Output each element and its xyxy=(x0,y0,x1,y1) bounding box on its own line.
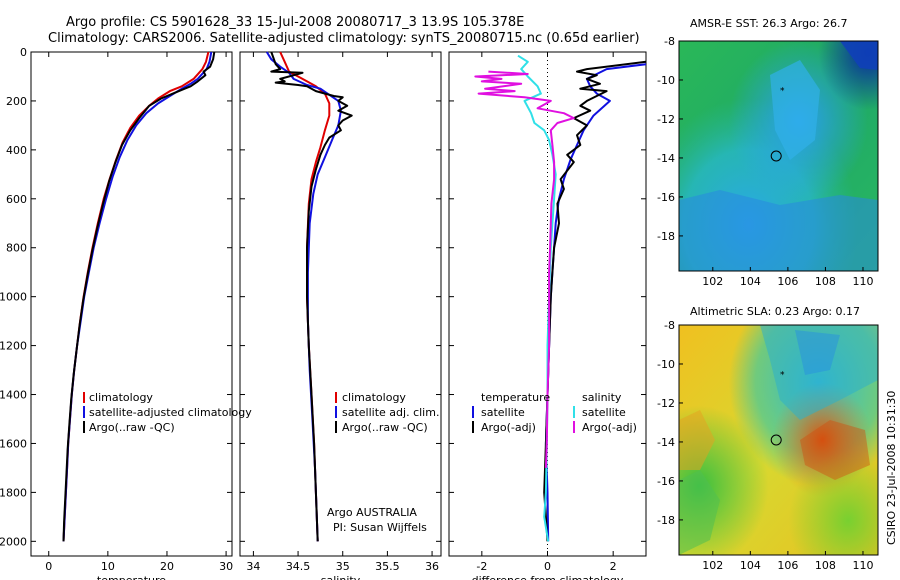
figure-title: Argo profile: CS 5901628_33 15-Jul-2008 … xyxy=(66,15,524,30)
difference-xtick-label: -2 xyxy=(476,560,487,573)
legend-label-climatology: climatology xyxy=(342,391,406,404)
depth-tick-label: 400 xyxy=(6,144,27,157)
sla-field xyxy=(679,325,878,555)
sst-xtick-label: 108 xyxy=(815,275,836,288)
sla-xtick-label: 102 xyxy=(702,559,723,572)
depth-tick-label: 800 xyxy=(6,242,27,255)
sla-map-title: Altimetric SLA: 0.23 Argo: 0.17 xyxy=(690,305,860,318)
legend-label-sal-argo: Argo(-adj) xyxy=(582,421,637,434)
sst-map-panel: AMSR-E SST: 26.3 Argo: 26.7 102 104 106 108… xyxy=(657,17,879,288)
temperature-xaxis-label: temperature xyxy=(97,574,166,580)
sla-map-panel: Altimetric SLA: 0.23 Argo: 0.17 102 104 10… xyxy=(657,305,879,572)
csiro-timestamp: CSIRO 23-Jul-2008 10:31:30 xyxy=(885,391,898,545)
legend-label-argo: Argo(..raw -QC) xyxy=(89,421,175,434)
sla-xtick-label: 108 xyxy=(815,559,836,572)
sst-ytick-label: -18 xyxy=(657,230,675,243)
temperature-xtick-label: 0 xyxy=(45,560,52,573)
sla-xtick-label: 110 xyxy=(852,559,873,572)
difference-legend: temperature satellite Argo(-adj) salinit… xyxy=(472,391,637,434)
salinity-plot-frame xyxy=(239,51,442,557)
temperature-profile-panel: 0 10 20 30 temperature 0 200 400 600 800 1000 1200 1… xyxy=(0,46,233,580)
salinity-xtick-label: 35.5 xyxy=(375,560,400,573)
sla-ytick-label: -12 xyxy=(657,397,675,410)
figure-subtitle: Climatology: CARS2006. Satellite-adjuste… xyxy=(48,31,640,46)
sst-map-frame xyxy=(678,40,879,272)
salinity-xtick-label: 36 xyxy=(425,560,439,573)
salinity-profile-panel: 34 34.5 35 35.5 36 salinity xyxy=(239,51,442,580)
sst-ytick-label: -14 xyxy=(657,152,675,165)
salinity-xtick-label: 34 xyxy=(246,560,260,573)
sst-xtick-label: 102 xyxy=(702,275,723,288)
legend-label-argo: Argo(..raw -QC) xyxy=(342,421,428,434)
difference-xtick-label: 2 xyxy=(610,560,617,573)
depth-tick-label: 1600 xyxy=(0,437,27,450)
legend-label-satellite: satellite adj. clim. xyxy=(342,406,439,419)
legend-label-temp-satellite: satellite xyxy=(481,406,525,419)
legend-label-climatology: climatology xyxy=(89,391,153,404)
argo-group-credit: Argo AUSTRALIA xyxy=(327,506,417,519)
sst-map-title: AMSR-E SST: 26.3 Argo: 26.7 xyxy=(690,17,848,30)
sla-xtick-label: 106 xyxy=(777,559,798,572)
sla-ytick-label: -14 xyxy=(657,436,675,449)
sst-track-marker: * xyxy=(780,87,785,97)
sst-field xyxy=(679,41,878,271)
sst-ytick-label: -10 xyxy=(657,74,675,87)
difference-series-temperature-argo xyxy=(543,60,647,542)
sst-xtick-label: 106 xyxy=(777,275,798,288)
sst-xtick-label: 110 xyxy=(852,275,873,288)
difference-xaxis-label: difference from climatology xyxy=(472,574,624,580)
depth-tick-label: 1200 xyxy=(0,340,27,353)
temperature-series-satellite xyxy=(62,51,213,542)
legend-heading-temperature: temperature xyxy=(481,391,550,404)
salinity-xtick-label: 34.5 xyxy=(286,560,311,573)
depth-tick-label: 1400 xyxy=(0,389,27,402)
sla-ytick-label: -10 xyxy=(657,358,675,371)
sla-ytick-label: -16 xyxy=(657,475,675,488)
depth-tick-label: 600 xyxy=(6,193,27,206)
sla-track-marker: * xyxy=(780,371,785,381)
legend-label-temp-argo: Argo(-adj) xyxy=(481,421,536,434)
temperature-series-argo xyxy=(62,51,216,542)
sst-map-axes: 102 104 106 108 110 -8 -10 -12 -14 -16 -18 * xyxy=(657,35,873,288)
sst-ytick-label: -12 xyxy=(657,113,675,126)
sla-ytick-label: -18 xyxy=(657,514,675,527)
difference-profile-panel: -2 0 2difference from climatology xyxy=(448,51,647,580)
sla-map-frame xyxy=(678,324,879,556)
difference-series-temperature-satellite xyxy=(544,63,647,542)
depth-tick-label: 2000 xyxy=(0,535,27,548)
temperature-plot-frame xyxy=(30,51,233,557)
salinity-series-satellite xyxy=(265,51,342,542)
difference-series-salinity-argo xyxy=(474,70,575,468)
sst-ytick-label: -8 xyxy=(664,35,675,48)
sst-float-position-marker xyxy=(770,150,782,162)
sla-ytick-label: -8 xyxy=(664,319,675,332)
legend-heading-salinity: salinity xyxy=(582,391,622,404)
sla-float-position-marker xyxy=(770,434,782,446)
depth-tick-label: 1800 xyxy=(0,486,27,499)
sla-map-axes: 102 104 106 108 110 -8 -10 -12 -14 -16 -18 * xyxy=(657,319,873,572)
depth-tick-label: 200 xyxy=(6,95,27,108)
depth-tick-label: 1000 xyxy=(0,291,27,304)
temperature-legend: climatology satellite-adjusted climatolo… xyxy=(83,391,252,434)
salinity-series-argo xyxy=(270,51,353,542)
salinity-xtick-label: 35 xyxy=(336,560,350,573)
legend-label-sal-satellite: satellite xyxy=(582,406,626,419)
sla-xtick-label: 104 xyxy=(740,559,761,572)
depth-tick-label: 0 xyxy=(20,46,27,59)
legend-label-satellite: satellite-adjusted climatology xyxy=(89,406,252,419)
temperature-xtick-label: 30 xyxy=(219,560,233,573)
temperature-xtick-label: 20 xyxy=(160,560,174,573)
salinity-xaxis-label: salinity xyxy=(321,574,361,580)
salinity-legend: climatology satellite adj. clim. Argo(..… xyxy=(335,391,439,434)
pi-credit: PI: Susan Wijffels xyxy=(333,521,427,534)
sst-ytick-label: -16 xyxy=(657,191,675,204)
salinity-series-climatology xyxy=(279,51,331,542)
difference-xtick-label: 0 xyxy=(544,560,551,573)
temperature-xtick-label: 10 xyxy=(101,560,115,573)
sst-xtick-label: 104 xyxy=(740,275,761,288)
